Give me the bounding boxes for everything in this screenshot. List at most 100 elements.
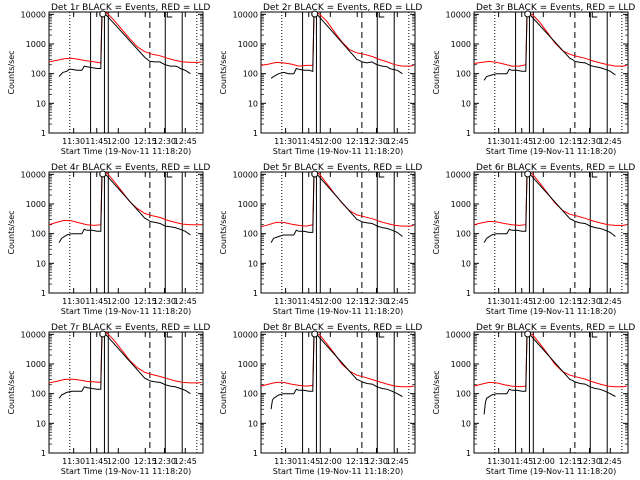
x-tick-label: 12:15 xyxy=(134,297,157,306)
x-tick-label: 12:30 xyxy=(365,137,388,146)
y-tick-label: 1 xyxy=(253,129,258,138)
series-events xyxy=(58,12,191,77)
x-axis-label: Start Time (19-Nov-11 11:18:20) xyxy=(486,147,616,156)
bracket-marker xyxy=(591,332,598,338)
series-lld xyxy=(473,173,627,226)
bracket-marker xyxy=(591,172,598,178)
y-tick-label: 100 xyxy=(243,230,258,239)
peak-marker xyxy=(311,330,319,338)
y-tick-label: 1 xyxy=(466,129,471,138)
x-tick-label: 12:45 xyxy=(174,297,197,306)
y-tick-label: 1000 xyxy=(451,360,471,369)
panel-title: Det 3r BLACK = Events, RED = LLD xyxy=(476,3,635,13)
x-tick-label: 12:45 xyxy=(599,137,622,146)
y-tick-label: 100 xyxy=(31,70,46,79)
y-tick-label: 1 xyxy=(466,289,471,298)
x-tick-label: 12:00 xyxy=(107,137,130,146)
x-axis-label: Start Time (19-Nov-11 11:18:20) xyxy=(61,307,191,316)
peak-marker xyxy=(99,10,107,18)
x-tick-label: 12:45 xyxy=(174,137,197,146)
y-tick-label: 10 xyxy=(36,259,46,268)
y-tick-label: 10 xyxy=(461,419,471,428)
y-tick-label: 10000 xyxy=(446,170,471,179)
x-tick-label: 11:30 xyxy=(62,457,85,466)
x-axis-label: Start Time (19-Nov-11 11:18:20) xyxy=(273,147,403,156)
x-tick-label: 11:45 xyxy=(510,297,533,306)
panel-1: Det 1r BLACK = Events, RED = LLD 1 10 100 10… xyxy=(7,3,210,156)
x-tick-label: 11:30 xyxy=(274,297,297,306)
x-axis-label: Start Time (19-Nov-11 11:18:20) xyxy=(273,467,403,476)
x-axis-label: Start Time (19-Nov-11 11:18:20) xyxy=(273,307,403,316)
plot-frame xyxy=(48,331,204,454)
plot-frame xyxy=(260,11,416,134)
peak-marker xyxy=(99,330,107,338)
y-tick-label: 10 xyxy=(36,419,46,428)
x-tick-label: 12:30 xyxy=(365,457,388,466)
y-tick-label: 100 xyxy=(31,390,46,399)
panel-5: Det 5r BLACK = Events, RED = LLD 1 10 100 10… xyxy=(219,163,422,316)
x-tick-label: 12:45 xyxy=(599,297,622,306)
y-tick-label: 1 xyxy=(41,129,46,138)
y-axis-label: Counts/sec xyxy=(7,50,16,94)
series-lld xyxy=(48,12,202,64)
plot-frame xyxy=(48,11,204,134)
y-tick-label: 10 xyxy=(248,99,258,108)
panel-title: Det 7r BLACK = Events, RED = LLD xyxy=(51,323,210,333)
x-tick-label: 12:15 xyxy=(559,137,582,146)
x-tick-label: 12:30 xyxy=(578,137,601,146)
x-tick-label: 11:45 xyxy=(85,137,108,146)
y-tick-label: 100 xyxy=(31,230,46,239)
panel-title: Det 2r BLACK = Events, RED = LLD xyxy=(263,3,422,13)
peak-marker xyxy=(524,170,532,178)
peak-marker xyxy=(311,170,319,178)
x-axis-label: Start Time (19-Nov-11 11:18:20) xyxy=(61,467,191,476)
series-events xyxy=(270,173,403,243)
x-tick-label: 12:00 xyxy=(107,297,130,306)
y-tick-label: 1000 xyxy=(238,360,258,369)
x-tick-label: 12:00 xyxy=(532,457,555,466)
x-tick-label: 11:45 xyxy=(85,297,108,306)
y-tick-label: 1 xyxy=(466,449,471,458)
y-tick-label: 100 xyxy=(243,390,258,399)
x-tick-label: 12:15 xyxy=(346,297,369,306)
x-tick-label: 12:30 xyxy=(365,297,388,306)
y-tick-label: 10 xyxy=(248,259,258,268)
peak-marker xyxy=(524,330,532,338)
x-tick-label: 11:45 xyxy=(297,297,320,306)
y-tick-label: 1000 xyxy=(26,40,46,49)
y-axis-label: Counts/sec xyxy=(432,50,441,94)
y-tick-label: 10000 xyxy=(446,330,471,339)
x-tick-label: 12:00 xyxy=(319,457,342,466)
x-tick-label: 12:00 xyxy=(532,297,555,306)
series-events xyxy=(58,332,191,399)
series-events xyxy=(483,173,616,243)
x-tick-label: 12:15 xyxy=(346,137,369,146)
x-tick-label: 12:45 xyxy=(174,457,197,466)
x-axis-label: Start Time (19-Nov-11 11:18:20) xyxy=(486,307,616,316)
panel-title: Det 8r BLACK = Events, RED = LLD xyxy=(263,323,422,333)
bracket-marker xyxy=(378,12,385,18)
plot-frame xyxy=(473,331,629,454)
y-axis-label: Counts/sec xyxy=(219,370,228,414)
x-axis-label: Start Time (19-Nov-11 11:18:20) xyxy=(486,467,616,476)
panel-9: Det 9r BLACK = Events, RED = LLD 1 10 100 10… xyxy=(432,323,635,476)
panel-6: Det 6r BLACK = Events, RED = LLD 1 10 100 10… xyxy=(432,163,635,316)
plot-frame xyxy=(48,171,204,294)
x-tick-label: 12:15 xyxy=(134,137,157,146)
bracket-marker xyxy=(378,332,385,338)
y-tick-label: 1 xyxy=(253,449,258,458)
y-axis-label: Counts/sec xyxy=(219,210,228,254)
y-tick-label: 100 xyxy=(456,230,471,239)
x-tick-label: 12:00 xyxy=(319,137,342,146)
y-tick-label: 1000 xyxy=(238,40,258,49)
plot-frame xyxy=(260,171,416,294)
x-tick-label: 11:45 xyxy=(510,457,533,466)
y-tick-label: 10 xyxy=(248,419,258,428)
bracket-marker xyxy=(166,172,173,178)
peak-marker xyxy=(311,10,319,18)
y-axis-label: Counts/sec xyxy=(219,50,228,94)
x-tick-label: 11:30 xyxy=(274,457,297,466)
y-tick-label: 1 xyxy=(253,289,258,298)
x-tick-label: 11:30 xyxy=(62,297,85,306)
